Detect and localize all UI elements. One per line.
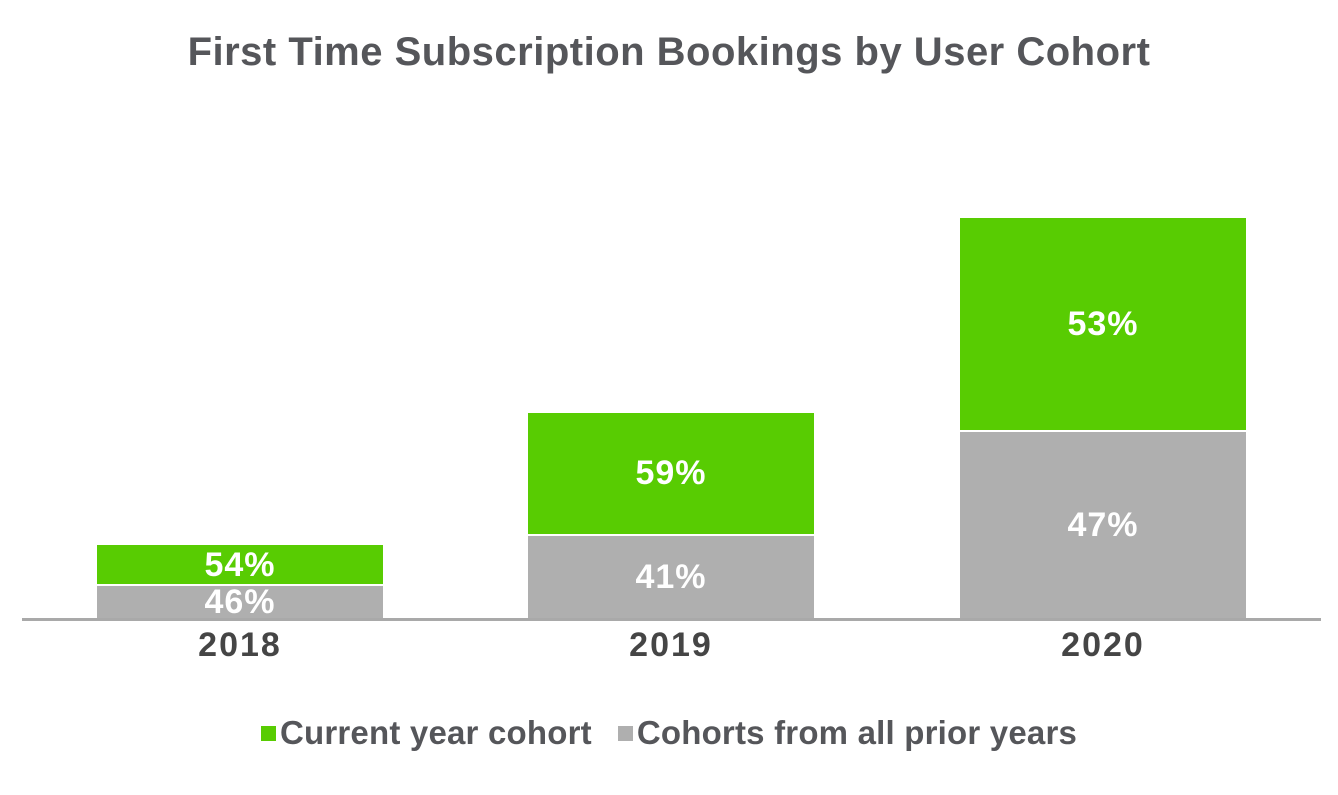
legend-item-prior-years: Cohorts from all prior years [617,714,1078,752]
x-tick-2018: 2018 [198,626,282,664]
bar-2019-current-year-segment: 59% [528,413,814,534]
legend-swatch-current-year-icon [260,725,276,741]
bar-2020-current-year-label: 53% [1067,305,1139,343]
bar-2018-prior-years-label: 46% [204,583,276,622]
legend-item-current-year: Current year cohort [260,714,592,752]
bar-2018: 54% 46% [97,545,383,622]
bar-2018-current-year-label: 54% [204,545,276,584]
legend-swatch-prior-years-icon [617,725,633,741]
bar-2018-prior-years-segment: 46% [97,583,383,622]
bar-2019-current-year-label: 59% [635,454,707,493]
x-tick-2020: 2020 [1061,626,1145,664]
chart-title: First Time Subscription Bookings by User… [187,30,1151,74]
bar-2018-current-year-segment: 54% [97,545,383,585]
bar-2020: 53% 47% [960,218,1246,618]
legend: Current year cohort Cohorts from all pri… [0,714,1338,752]
bar-2019: 59% 41% [528,413,814,618]
x-tick-2019: 2019 [629,626,713,664]
bar-2019-prior-years-label: 41% [635,557,707,596]
x-axis-line [22,618,1321,621]
bar-2020-prior-years-label: 47% [1067,506,1139,544]
bar-2020-current-year-segment: 53% [960,218,1246,430]
bar-2020-prior-years-segment: 47% [960,430,1246,618]
bar-2019-prior-years-segment: 41% [528,533,814,618]
legend-label-current-year: Current year cohort [279,714,592,751]
legend-label-prior-years: Cohorts from all prior years [636,714,1078,751]
